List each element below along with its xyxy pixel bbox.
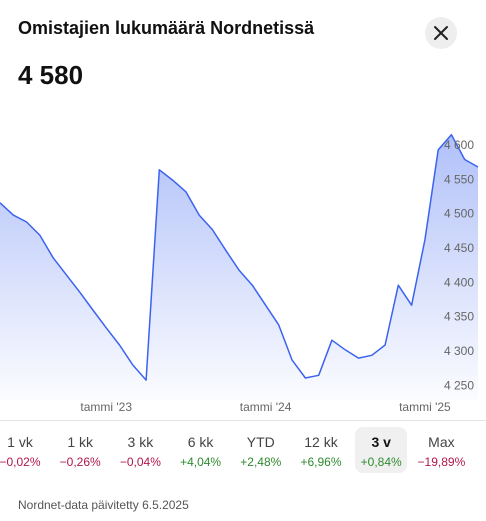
y-tick-label: 4 550 — [444, 172, 474, 186]
y-tick-label: 4 450 — [444, 241, 474, 255]
current-value: 4 580 — [18, 60, 84, 90]
close-icon — [434, 26, 448, 40]
period-tab[interactable]: 12 kk +6,96% — [295, 427, 347, 473]
period-change: −0,26% — [59, 455, 101, 469]
period-change: +4,04% — [180, 455, 222, 469]
period-tab[interactable]: 1 vk −0,02% — [0, 427, 46, 473]
period-label: 12 kk — [304, 434, 338, 450]
period-change: −0,02% — [0, 455, 41, 469]
period-change: +6,96% — [300, 455, 342, 469]
period-tab[interactable]: 3 v +0,84% — [355, 427, 408, 473]
period-tab[interactable]: 6 kk +4,04% — [175, 427, 227, 473]
title: Omistajien lukumäärä Nordnetissä — [18, 18, 315, 38]
period-tab[interactable]: YTD +2,48% — [235, 427, 287, 473]
period-label: 6 kk — [187, 434, 214, 450]
footer: Nordnet-data päivitetty 6.5.2025 — [18, 498, 189, 512]
period-change: +0,84% — [360, 455, 402, 469]
period-tab[interactable]: 1 kk −0,26% — [54, 427, 106, 473]
x-tick-label: tammi '23 — [80, 400, 132, 414]
period-label: Max — [428, 434, 455, 450]
period-label: 3 kk — [127, 434, 154, 450]
period-change: −0,04% — [119, 455, 161, 469]
x-tick-label: tammi '25 — [399, 400, 451, 414]
area — [0, 134, 478, 400]
line — [0, 133, 479, 381]
y-tick-label: 4 500 — [444, 207, 474, 221]
period-tab[interactable]: 3 kk −0,04% — [114, 427, 166, 473]
x-tick-label: tammi '24 — [240, 400, 292, 414]
y-tick-label: 4 600 — [444, 138, 474, 152]
period-label: YTD — [246, 434, 275, 450]
y-tick-label: 4 250 — [444, 378, 474, 392]
period-label: 1 vk — [7, 434, 33, 450]
period-tab[interactable]: Max −19,89% — [415, 427, 467, 473]
y-tick-label: 4 400 — [444, 275, 474, 289]
period-change: +2,48% — [240, 455, 282, 469]
period-label: 1 kk — [67, 434, 94, 450]
period-label: 3 v — [371, 434, 391, 450]
period-tabs: 1 vk −0,02% 1 kk −0,26% 3 kk −0,04% 6 kk +4,04%… — [0, 420, 486, 481]
period-change: −19,89% — [417, 455, 466, 469]
chart: 4 250 4 300 4 350 4 400 4 450 4 500 4 550 4 600… — [0, 133, 479, 414]
close-button[interactable] — [425, 17, 457, 49]
y-tick-label: 4 350 — [444, 310, 474, 324]
y-tick-label: 4 300 — [444, 344, 474, 358]
